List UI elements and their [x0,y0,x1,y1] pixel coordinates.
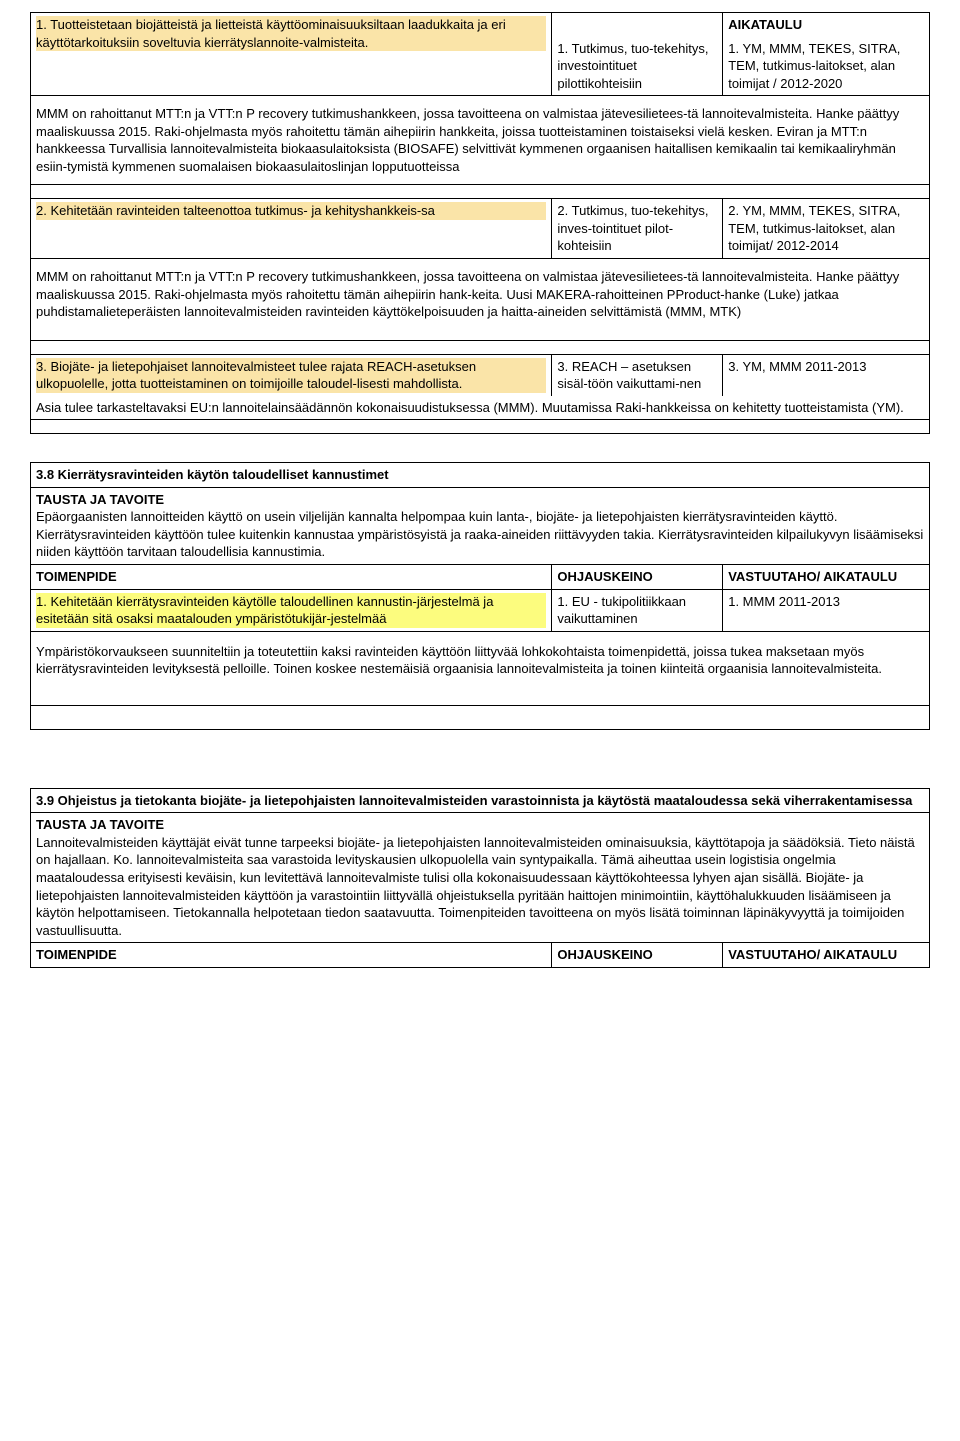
section-title: 3.9 Ohjeistus ja tietokanta biojäte- ja … [31,788,930,813]
spacer [31,340,930,354]
cell-2-2: 2. Tutkimus, tuo-tekehitys, inves-tointi… [552,199,723,259]
bg-text: Lannoitevalmisteiden käyttäjät eivät tun… [36,835,915,938]
cell-3-3: 3. YM, MMM 2011-2013 [723,354,930,396]
bg-heading: TAUSTA JA TAVOITE [36,817,164,832]
header-toimenpide: TOIMENPIDE [31,943,552,968]
background-cell: TAUSTA JA TAVOITE Lannoitevalmisteiden k… [31,813,930,943]
section-title: 3.8 Kierrätysravinteiden käytön taloudel… [31,463,930,488]
cell-1-2: 1. Tutkimus, tuo-tekehitys, investointit… [552,37,723,96]
cell-1-3: 1. YM, MMM, TEKES, SITRA, TEM, tutkimus-… [723,37,930,96]
cell-3-2: 3. REACH – asetuksen sisäl-töön vaikutta… [552,354,723,396]
cell-3-1: 3. Biojäte- ja lietepohjaiset lannoiteva… [31,354,552,396]
table-3: 3.9 Ohjeistus ja tietokanta biojäte- ja … [30,788,930,968]
spacer [31,705,930,729]
cell-t2-desc: Ympäristökorvaukseen suunniteltiin ja to… [31,631,930,705]
header-ohjauskeino: OHJAUSKEINO [552,943,723,968]
cell-aikataulu: AIKATAULU [723,13,930,37]
table-2: 3.8 Kierrätysravinteiden käytön taloudel… [30,462,930,729]
header-vastuutaho: VASTUUTAHO/ AIKATAULU [723,565,930,590]
background-cell: TAUSTA JA TAVOITE Epäorgaanisten lannoit… [31,487,930,564]
highlighted-text: 1. Kehitetään kierrätysravinteiden käytö… [36,593,546,628]
highlighted-text: 2. Kehitetään ravinteiden talteenottoa t… [36,202,546,220]
highlighted-text: 3. Biojäte- ja lietepohjaiset lannoiteva… [36,358,546,393]
cell-desc-1: MMM on rahoittanut MTT:n ja VTT:n P reco… [31,96,930,185]
cell-t2-2: 1. EU - tukipolitiikkaan vaikuttaminen [552,589,723,631]
cell-empty [552,13,723,37]
cell-desc-2: MMM on rahoittanut MTT:n ja VTT:n P reco… [31,259,930,341]
spacer [31,185,930,199]
desc-text: Ympäristökorvaukseen suunniteltiin ja to… [36,644,882,677]
table-1: 1. Tuotteistetaan biojätteistä ja liette… [30,12,930,434]
header-vastuutaho: VASTUUTAHO/ AIKATAULU [723,943,930,968]
header-ohjauskeino: OHJAUSKEINO [552,565,723,590]
cell-t2-1: 1. Kehitetään kierrätysravinteiden käytö… [31,589,552,631]
cell-2-3: 2. YM, MMM, TEKES, SITRA, TEM, tutkimus-… [723,199,930,259]
cell-1-1: 1. Tuotteistetaan biojätteistä ja liette… [31,13,552,96]
spacer [31,420,930,434]
desc-text: MMM on rahoittanut MTT:n ja VTT:n P reco… [36,269,899,319]
bg-heading: TAUSTA JA TAVOITE [36,492,164,507]
cell-2-1: 2. Kehitetään ravinteiden talteenottoa t… [31,199,552,259]
cell-t2-3: 1. MMM 2011-2013 [723,589,930,631]
cell-desc-3: Asia tulee tarkasteltavaksi EU:n lannoit… [31,396,930,420]
desc-text: MMM on rahoittanut MTT:n ja VTT:n P reco… [36,106,899,174]
highlighted-text: 1. Tuotteistetaan biojätteistä ja liette… [36,16,546,51]
header-toimenpide: TOIMENPIDE [31,565,552,590]
bg-text: Epäorgaanisten lannoitteiden käyttö on u… [36,509,923,559]
